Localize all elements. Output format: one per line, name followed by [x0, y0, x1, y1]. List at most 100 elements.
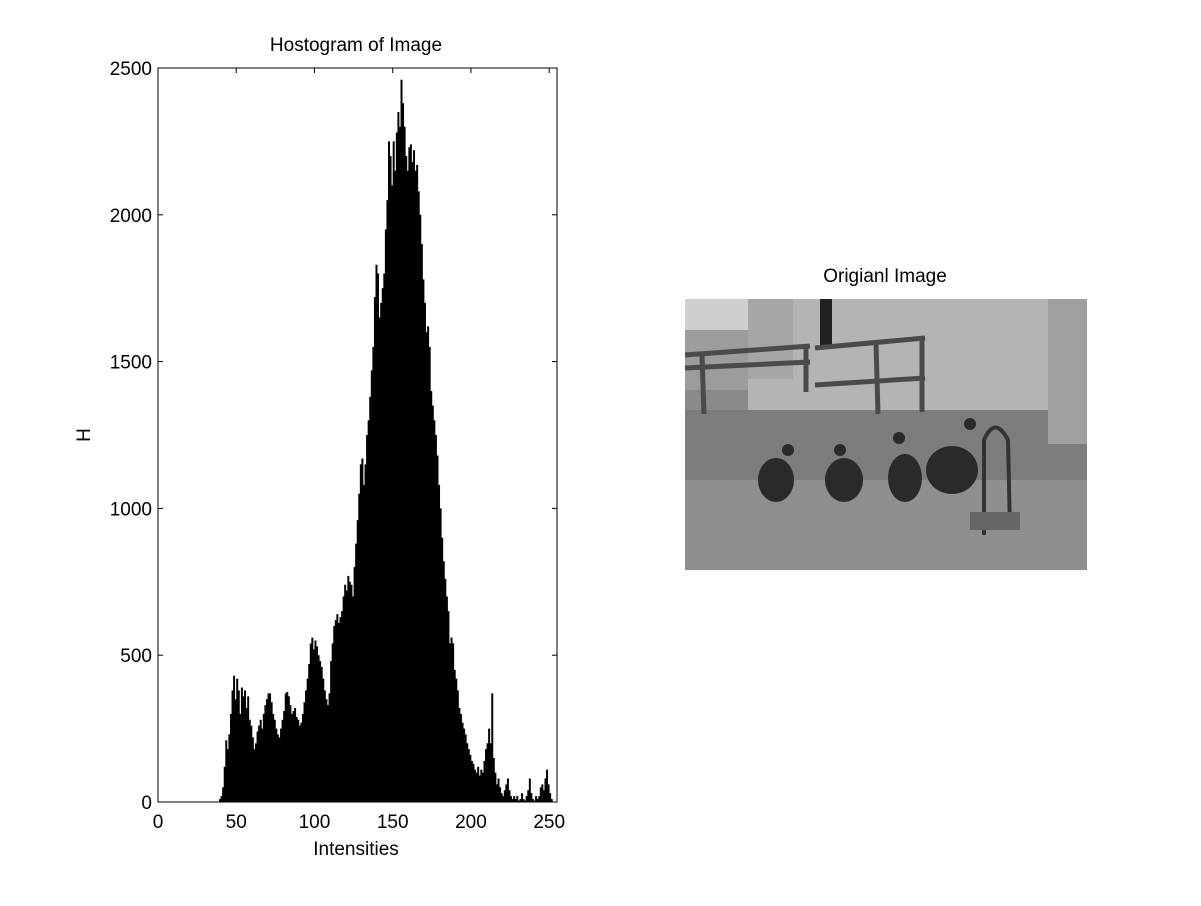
bar	[294, 708, 297, 802]
bar	[244, 690, 247, 802]
bar	[391, 185, 394, 802]
bar	[530, 793, 533, 802]
bar	[283, 710, 286, 802]
bar	[228, 734, 231, 802]
bar	[372, 346, 375, 802]
bar	[306, 678, 309, 802]
bar	[411, 161, 414, 802]
bar	[400, 79, 403, 802]
bar	[513, 796, 516, 802]
bar	[314, 640, 317, 802]
bar	[339, 617, 342, 802]
bar	[466, 743, 469, 802]
bar	[337, 622, 340, 802]
bar	[289, 705, 292, 802]
bar	[245, 708, 248, 802]
bar	[330, 661, 333, 802]
bar	[470, 760, 473, 802]
bar	[380, 302, 383, 802]
bar	[474, 769, 477, 802]
bar	[341, 611, 344, 802]
bar	[384, 229, 387, 802]
bar	[505, 784, 508, 802]
bar	[369, 396, 372, 802]
bar	[342, 596, 345, 802]
bar	[275, 728, 278, 802]
bar	[438, 484, 441, 802]
bar	[402, 103, 405, 802]
bar	[499, 787, 502, 802]
bar	[419, 214, 422, 802]
bar	[331, 643, 334, 802]
bar	[528, 778, 531, 802]
bar	[298, 725, 301, 802]
bar	[308, 664, 311, 802]
bar	[431, 405, 434, 802]
bar	[477, 766, 480, 802]
bar	[486, 743, 489, 802]
bar	[220, 796, 223, 802]
bar	[270, 702, 273, 802]
bar	[459, 713, 462, 802]
bar	[525, 796, 528, 802]
bar	[488, 728, 491, 802]
bar	[242, 696, 245, 802]
bar	[253, 749, 256, 802]
bar	[347, 575, 350, 802]
bar	[463, 728, 466, 802]
bar	[280, 728, 283, 802]
photo	[684, 299, 1087, 570]
x-tick-label: 100	[299, 812, 331, 833]
bar	[334, 619, 337, 802]
bar	[225, 740, 228, 802]
bar	[352, 596, 354, 802]
bar	[240, 687, 243, 802]
bar	[345, 590, 348, 802]
bar	[403, 126, 406, 802]
bar	[511, 799, 514, 802]
x-tick-label: 200	[455, 812, 487, 833]
bar	[322, 678, 325, 802]
bar	[547, 784, 550, 802]
bar	[278, 737, 281, 802]
bar	[445, 596, 448, 802]
y-tick-label: 0	[141, 793, 152, 814]
bar	[373, 297, 376, 802]
bar	[286, 691, 289, 802]
bar	[386, 200, 389, 802]
bar	[323, 690, 326, 802]
bar	[434, 435, 437, 802]
bar	[452, 643, 455, 802]
bar	[494, 772, 497, 802]
bar	[370, 370, 373, 802]
bar	[219, 799, 221, 802]
bar	[503, 790, 506, 802]
bar	[417, 191, 420, 802]
bar	[519, 799, 522, 802]
bar	[413, 150, 416, 802]
bar	[292, 710, 295, 802]
bar	[478, 775, 481, 802]
bar	[356, 520, 359, 802]
y-tick-label: 1500	[110, 353, 152, 374]
bar	[439, 508, 442, 802]
bar	[262, 713, 265, 802]
bar	[442, 561, 445, 802]
bar	[427, 326, 430, 802]
bar	[495, 784, 498, 802]
bar	[258, 725, 261, 802]
bar	[531, 799, 534, 802]
bar	[362, 484, 365, 802]
bar	[436, 455, 439, 802]
y-tick-label: 1000	[110, 499, 152, 520]
bar	[233, 675, 236, 802]
bar	[506, 778, 509, 802]
bar	[383, 273, 386, 802]
bar	[535, 796, 538, 802]
bar	[255, 743, 257, 802]
bar	[414, 170, 417, 802]
bar	[320, 666, 323, 802]
y-tick-label: 2500	[110, 59, 152, 80]
bar	[375, 264, 378, 802]
bar	[359, 464, 362, 802]
